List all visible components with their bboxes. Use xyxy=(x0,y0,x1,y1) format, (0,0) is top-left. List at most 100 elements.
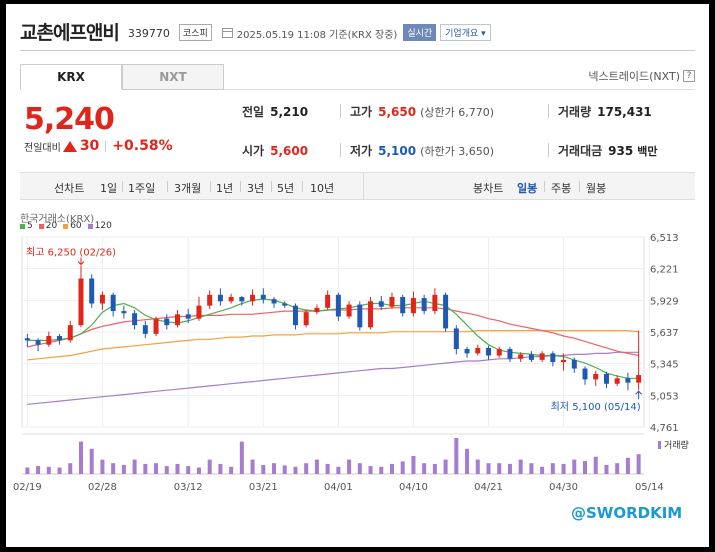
volume-bar xyxy=(400,461,405,474)
nxt-link-label[interactable]: 넥스트레이드(NXT) xyxy=(588,70,680,83)
volume-bar xyxy=(175,463,180,474)
volume-bar xyxy=(314,459,319,474)
volume-bar xyxy=(379,466,384,474)
exchange-tabs: KRX NXT xyxy=(20,64,224,90)
candle-body xyxy=(410,298,416,314)
period-3y[interactable]: 3년 xyxy=(247,182,265,195)
volume-bar xyxy=(497,463,502,474)
x-tick-label: 04/01 xyxy=(324,482,353,493)
period-10y[interactable]: 10년 xyxy=(310,182,335,195)
ma60-line xyxy=(27,330,639,361)
y-tick-label: 6,221 xyxy=(650,265,679,276)
candle-body xyxy=(314,307,320,313)
candle-body xyxy=(271,299,277,304)
volume-bar xyxy=(529,463,534,474)
change-amount: 30 xyxy=(79,138,100,154)
candle-body xyxy=(378,301,384,307)
x-tick-label: 04/21 xyxy=(474,482,503,493)
candle-body xyxy=(432,294,438,312)
volume-bar xyxy=(325,463,330,474)
candle-body xyxy=(571,359,577,369)
volume-bar xyxy=(304,463,309,474)
volume-bar xyxy=(111,463,116,474)
change-percent: +0.58% xyxy=(112,138,173,154)
volume-bar xyxy=(507,463,512,474)
candle-body xyxy=(614,378,620,384)
market-badge: 코스피 xyxy=(178,24,212,41)
volume-bar xyxy=(422,463,427,474)
period-5y[interactable]: 5년 xyxy=(277,182,295,195)
stat-divider xyxy=(340,104,341,118)
low-arrowhead xyxy=(635,390,642,395)
candle-body xyxy=(196,305,202,319)
candle-body xyxy=(185,314,191,319)
candle-body xyxy=(636,375,642,383)
candle-body xyxy=(175,314,180,326)
nxt-link[interactable]: 넥스트레이드(NXT) ? xyxy=(588,68,695,84)
candle-body xyxy=(496,349,502,356)
company-overview-button[interactable]: 기업개요 ▾ xyxy=(440,24,491,41)
calendar-icon xyxy=(221,28,233,38)
volume-bar xyxy=(36,466,41,474)
y-tick-label: 6,513 xyxy=(650,233,679,244)
candle-body xyxy=(625,378,631,383)
volume-bar xyxy=(250,459,255,474)
candle-body xyxy=(582,368,588,380)
stat-open: 시가 5,600 xyxy=(242,144,309,158)
volume-bar xyxy=(207,459,212,474)
volume-bar xyxy=(604,465,609,474)
candle-body xyxy=(539,353,545,360)
candle-body xyxy=(207,294,213,306)
volume-bar xyxy=(411,456,416,474)
candle-body xyxy=(228,296,234,302)
current-price: 5,240 xyxy=(24,102,115,137)
stock-header: 교촌에프앤비 339770 코스피 2025.05.19 11:08 기준(KR… xyxy=(20,16,491,46)
low-annotation: 최저 5,100 (05/14) xyxy=(551,401,641,413)
candle-body xyxy=(528,354,534,360)
candle-body xyxy=(400,296,406,314)
realtime-badge[interactable]: 실시간 xyxy=(403,24,437,41)
period-1w[interactable]: 1주일 xyxy=(128,182,156,195)
candle-body xyxy=(24,338,30,341)
stock-panel: 교촌에프앤비 339770 코스피 2025.05.19 11:08 기준(KR… xyxy=(6,4,709,547)
stock-code: 339770 xyxy=(127,26,170,40)
volume-bar xyxy=(347,459,352,474)
period-weekly[interactable]: 주봉 xyxy=(551,182,572,195)
candle-body xyxy=(89,278,95,304)
y-tick-label: 4,761 xyxy=(650,423,679,434)
volume-bar xyxy=(518,459,523,474)
candlestick-chart[interactable]: 6,513 6,221 5,929 5,637 5,345 5,053 4,761 02/19… xyxy=(6,4,709,547)
period-monthly[interactable]: 월봉 xyxy=(586,182,607,195)
period-daily[interactable]: 일봉 xyxy=(517,182,538,195)
candle-body xyxy=(142,325,148,334)
stock-name[interactable]: 교촌에프앤비 xyxy=(20,21,120,44)
ma5-line xyxy=(27,298,639,379)
volume-bar xyxy=(89,448,94,474)
candle-body xyxy=(67,325,73,341)
period-1y[interactable]: 1년 xyxy=(216,182,234,195)
candle-body xyxy=(593,373,599,380)
volume-bar xyxy=(443,459,448,474)
period-3m[interactable]: 3개월 xyxy=(174,182,202,195)
period-1d[interactable]: 1일 xyxy=(100,182,118,195)
candle-body xyxy=(443,294,449,329)
tab-nxt[interactable]: NXT xyxy=(122,64,224,90)
candle-body xyxy=(164,318,170,326)
candle-body xyxy=(561,359,567,363)
volume-bar xyxy=(486,463,491,474)
volume-bar xyxy=(583,461,588,474)
tab-krx[interactable]: KRX xyxy=(20,64,122,90)
volume-bar xyxy=(572,459,577,474)
header-divider xyxy=(20,50,695,51)
candle-body xyxy=(153,318,159,334)
volume-bar xyxy=(336,466,341,474)
stat-prev-close: 전일 5,210 xyxy=(242,105,309,119)
volume-legend-swatch xyxy=(658,441,661,449)
candle-body xyxy=(335,294,341,317)
y-tick-label: 5,637 xyxy=(650,328,679,339)
legend-ma5: 5 xyxy=(20,221,33,231)
help-icon[interactable]: ? xyxy=(683,70,695,82)
candle-body xyxy=(453,328,459,350)
y-tick-label: 5,929 xyxy=(650,296,679,307)
candle-body xyxy=(110,294,116,312)
